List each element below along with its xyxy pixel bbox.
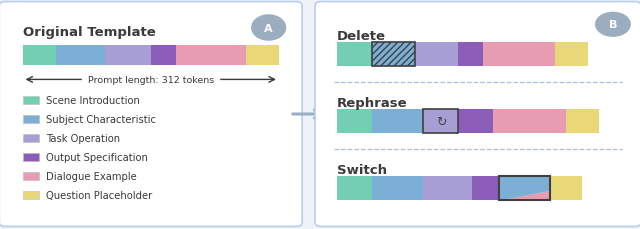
Bar: [423, 109, 458, 134]
Bar: [337, 42, 372, 67]
Bar: [372, 109, 423, 134]
Bar: [56, 46, 104, 66]
Bar: [246, 46, 279, 66]
FancyBboxPatch shape: [315, 3, 640, 226]
Text: Scene Introduction: Scene Introduction: [46, 95, 140, 106]
Text: Prompt length: 312 tokens: Prompt length: 312 tokens: [88, 76, 214, 85]
Bar: [104, 46, 151, 66]
Bar: [337, 109, 372, 134]
Text: Rephrase: Rephrase: [337, 96, 408, 109]
Bar: [22, 191, 38, 199]
Bar: [337, 176, 372, 201]
Text: Switch: Switch: [337, 163, 387, 176]
Bar: [22, 172, 38, 180]
Bar: [22, 46, 56, 66]
Bar: [22, 115, 38, 123]
Bar: [472, 176, 499, 201]
Bar: [423, 176, 472, 201]
Text: Dialogue Example: Dialogue Example: [46, 171, 136, 181]
FancyBboxPatch shape: [0, 3, 302, 226]
Text: Subject Characteristic: Subject Characteristic: [46, 114, 156, 124]
Bar: [22, 96, 38, 105]
Circle shape: [596, 13, 630, 37]
Bar: [415, 42, 458, 67]
Bar: [22, 153, 38, 161]
Bar: [550, 176, 582, 201]
Text: Task Operation: Task Operation: [46, 134, 120, 143]
Text: Question Placeholder: Question Placeholder: [46, 190, 152, 200]
Text: ↻: ↻: [436, 115, 446, 128]
Bar: [499, 176, 550, 201]
Bar: [372, 42, 415, 67]
Polygon shape: [499, 191, 550, 201]
Circle shape: [252, 16, 285, 41]
Text: Delete: Delete: [337, 30, 386, 42]
Bar: [458, 42, 483, 67]
Bar: [151, 46, 177, 66]
Text: Output Specification: Output Specification: [46, 152, 148, 162]
Bar: [372, 176, 423, 201]
Bar: [556, 42, 588, 67]
Bar: [177, 46, 246, 66]
Bar: [493, 109, 566, 134]
Text: B: B: [609, 20, 617, 30]
Text: A: A: [264, 23, 273, 33]
Polygon shape: [499, 176, 550, 201]
Bar: [566, 109, 598, 134]
Bar: [458, 109, 493, 134]
Bar: [483, 42, 556, 67]
Bar: [22, 134, 38, 142]
Text: Original Template: Original Template: [22, 26, 156, 39]
